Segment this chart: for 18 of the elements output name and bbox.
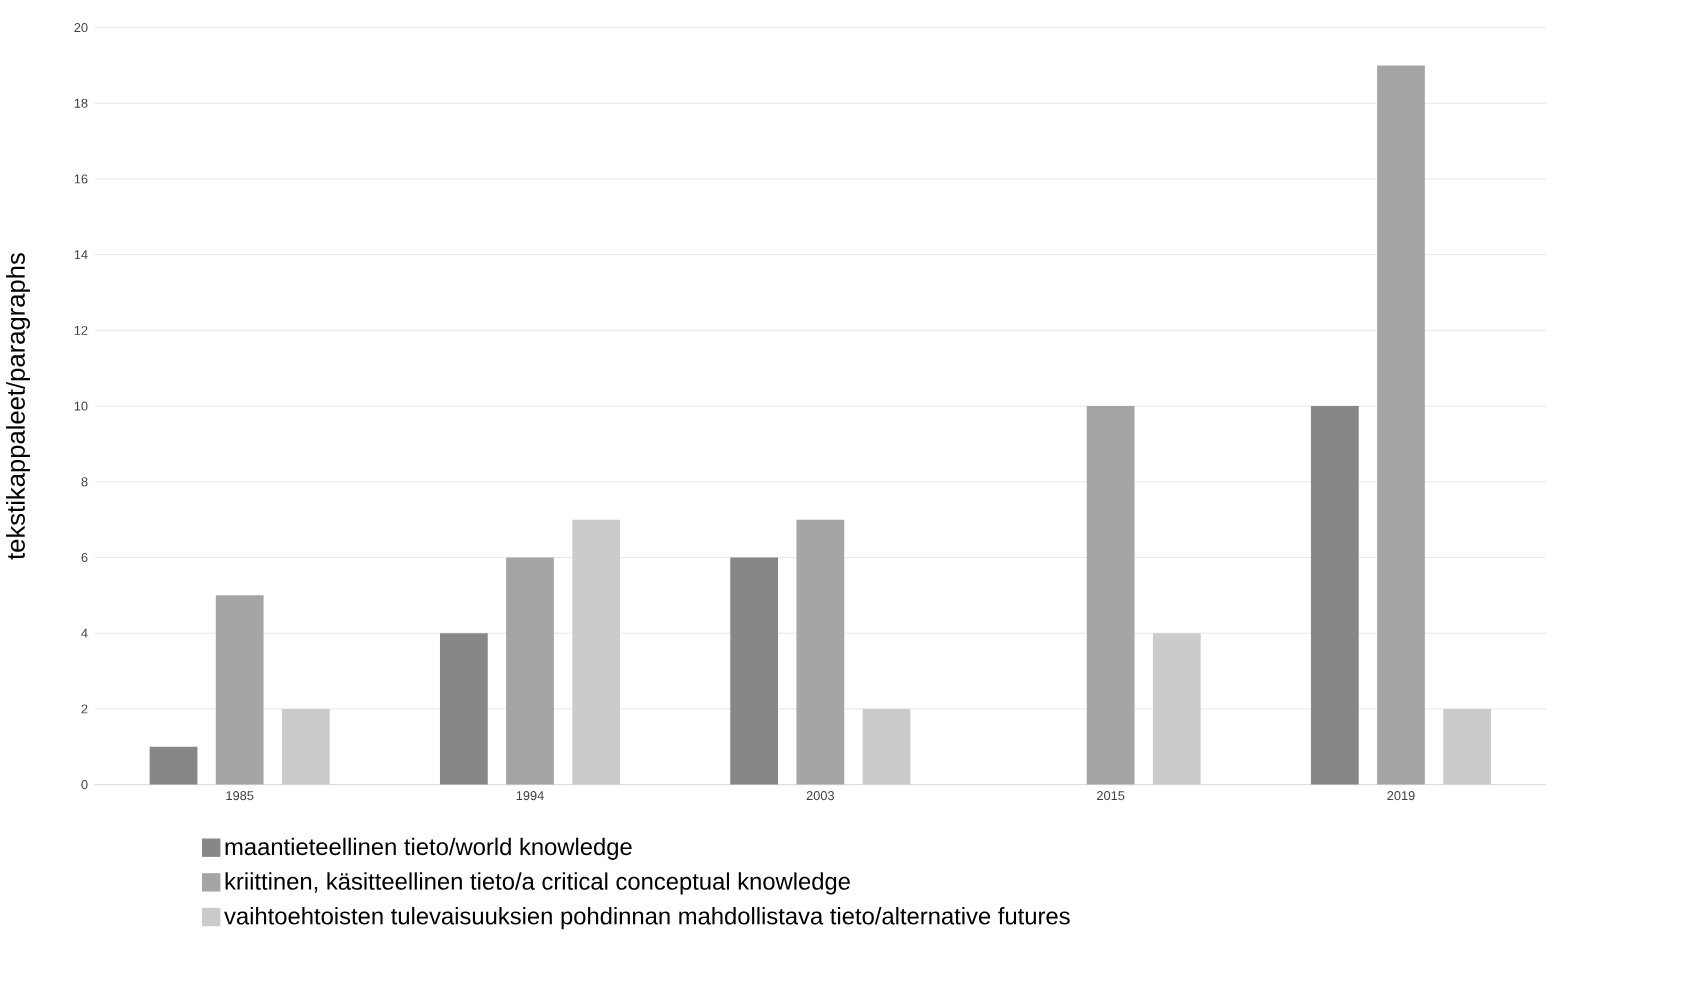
bar — [215, 595, 264, 785]
legend-label: vaihtoehtoisten tulevaisuuksien pohdinnan mahdollistava tieto/alternative futures — [224, 906, 1070, 929]
bar — [1086, 405, 1135, 785]
bar — [149, 746, 198, 785]
bar — [506, 557, 554, 785]
bar — [862, 708, 911, 785]
legend-label: kriittinen, käsitteellinen tieto/a critical conceptual knowledge — [225, 872, 850, 895]
bar — [1377, 65, 1425, 785]
bar — [572, 519, 621, 785]
y-axis-title: tekstikappaleet/paragraphs — [6, 252, 30, 560]
bar — [1443, 708, 1492, 785]
bar — [730, 557, 779, 785]
bar — [439, 632, 488, 785]
legend-label: maantieteellinen tieto/world knowledge — [225, 837, 632, 860]
bar — [281, 708, 330, 785]
bar — [1310, 405, 1359, 785]
bar — [796, 519, 845, 785]
bar — [1152, 632, 1201, 785]
